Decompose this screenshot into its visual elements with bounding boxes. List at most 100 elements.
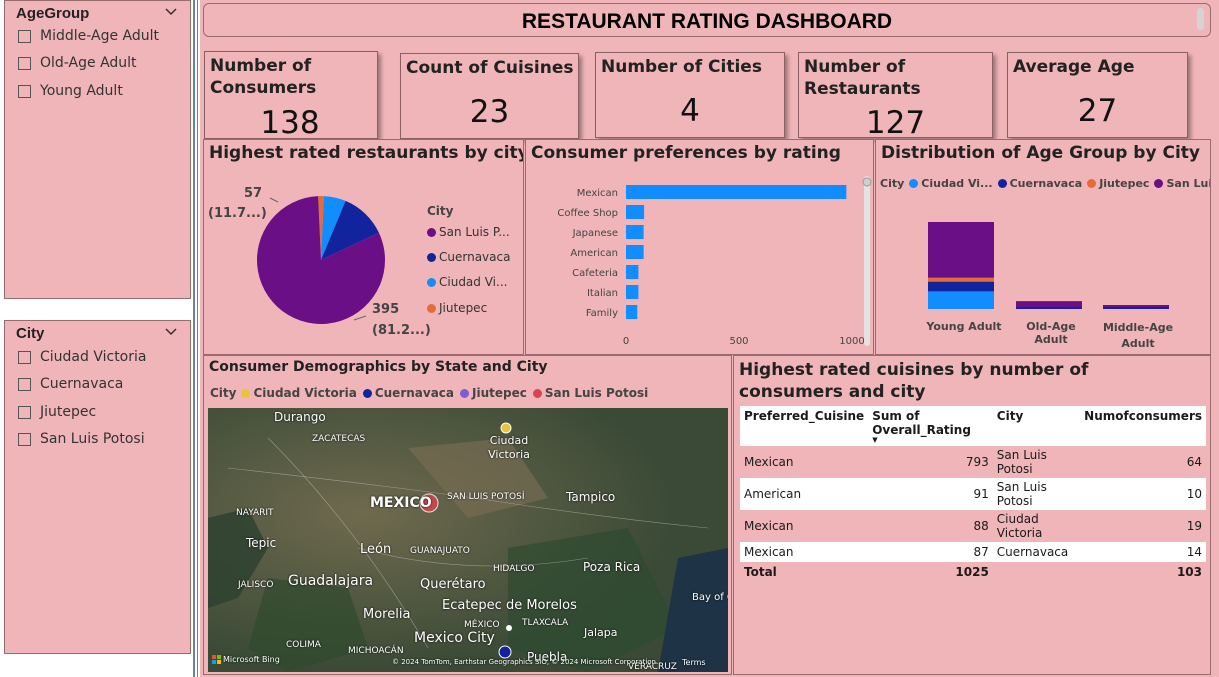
kpi-value: 127 — [865, 105, 926, 141]
divider — [197, 0, 198, 677]
bar[interactable] — [626, 225, 644, 239]
chevron-down-icon[interactable] — [164, 325, 178, 339]
column-header[interactable]: City — [992, 406, 1081, 446]
table-row[interactable]: American 91 San Luis Potosi 10 — [740, 478, 1206, 510]
legend-dot — [427, 252, 436, 262]
slicer-option-middle-age[interactable]: Middle-Age Adult — [18, 28, 159, 44]
map-marker-san-luis-potosi[interactable] — [419, 493, 439, 513]
stacked-bar-segment[interactable] — [1103, 305, 1169, 307]
legend-item-cuernavaca[interactable]: Cuernavaca — [374, 386, 455, 400]
legend-item-jiutepec[interactable]: Jiutepec — [427, 301, 487, 315]
map-label: León — [360, 542, 392, 557]
bar[interactable] — [626, 285, 639, 299]
city-slicer-title: City — [16, 325, 45, 342]
bar[interactable] — [626, 205, 645, 219]
slicer-option-young[interactable]: Young Adult — [18, 83, 123, 99]
column-header[interactable]: Numofconsumers — [1080, 406, 1206, 446]
scrollbar-thumb[interactable] — [862, 177, 872, 187]
column-header-sorted[interactable]: Sum of Overall_Rating ▼ — [868, 406, 993, 446]
bar[interactable] — [626, 265, 639, 279]
stacked-bar-segment[interactable] — [928, 281, 994, 292]
map-label: Querétaro — [420, 577, 486, 592]
stacked-bar-segment[interactable] — [1016, 307, 1082, 309]
legend-item-jiutepec[interactable]: Jiutepec — [1099, 177, 1150, 190]
stacked-bar-segment[interactable] — [928, 277, 994, 282]
kpi-cities: Number of Cities 4 — [595, 52, 785, 138]
scrollbar-track[interactable] — [864, 176, 870, 346]
legend-dot — [532, 388, 542, 398]
table-visual: Highest rated cuisines by number of cons… — [733, 355, 1211, 675]
visual-title: Highest rated cuisines by number of cons… — [739, 360, 1089, 402]
map-label: Tampico — [566, 490, 616, 504]
checkbox[interactable] — [18, 56, 31, 70]
table-row[interactable]: Mexican 88 Ciudad Victoria 19 — [740, 510, 1206, 542]
visual-title: Distribution of Age Group by City — [881, 143, 1200, 163]
checkbox[interactable] — [18, 377, 31, 391]
legend-dot — [362, 388, 372, 398]
map-label: Jalapa — [584, 626, 618, 639]
map-marker-ciudad-victoria[interactable] — [500, 422, 512, 434]
tick-label: 0 — [623, 336, 629, 347]
map-legend: City Ciudad Victoria Cuernavaca Jiutepec… — [210, 386, 648, 400]
legend-item-ciudad-victoria[interactable]: Ciudad Victoria — [253, 386, 357, 400]
pie-slice[interactable] — [257, 196, 385, 324]
bar[interactable] — [626, 245, 644, 259]
legend-item-jiutepec[interactable]: Jiutepec — [472, 386, 527, 400]
map-label: TLAXCALA — [522, 618, 569, 628]
stacked-bar-segment[interactable] — [1016, 301, 1082, 307]
map-label: NAYARIT — [236, 508, 274, 518]
kpi-restaurants: Number of Restaurants 127 — [798, 52, 993, 141]
map-terms-link[interactable]: Terms — [682, 658, 706, 667]
bar[interactable] — [626, 185, 847, 199]
map-label: Mexico City — [414, 630, 495, 646]
pie-slice[interactable] — [321, 196, 346, 260]
legend-item-ciudad-victoria[interactable]: Ciudad Vi... — [921, 177, 993, 190]
checkbox[interactable] — [18, 29, 31, 43]
pie-chart — [257, 196, 385, 324]
table-total-row: Total 1025 103 — [740, 562, 1206, 582]
kpi-value: 138 — [260, 105, 320, 141]
legend-dot — [909, 179, 919, 188]
bar-visual: Consumer preferences by rating Mexican Co… — [525, 139, 874, 355]
kpi-value: 27 — [1077, 93, 1118, 129]
legend-item-cuernavaca[interactable]: Cuernavaca — [427, 250, 510, 264]
legend-item-san-luis[interactable]: San Luis ... — [1166, 177, 1210, 190]
pie-slice[interactable] — [318, 196, 324, 260]
checkbox[interactable] — [18, 350, 31, 364]
checkbox[interactable] — [18, 432, 31, 446]
legend-item-ciudad-victoria[interactable]: Ciudad Vi... — [427, 275, 507, 289]
map-label: Durango — [274, 410, 326, 424]
stacked-bar-segment[interactable] — [928, 291, 994, 309]
stacked-bar-chart — [928, 222, 1169, 309]
leader-line — [269, 197, 279, 203]
map-label: Puebla — [527, 650, 568, 664]
scrollbar[interactable] — [1197, 8, 1204, 30]
slicer-option-old-age[interactable]: Old-Age Adult — [18, 55, 137, 71]
kpi-average-age: Average Age 27 — [1007, 52, 1188, 138]
satellite-map[interactable]: Durango ZACATECAS Ciudad Victoria MEXICO… — [208, 408, 728, 672]
slicer-option-jiutepec[interactable]: Jiutepec — [18, 404, 96, 420]
legend-item-cuernavaca[interactable]: Cuernavaca — [1009, 177, 1083, 190]
slicer-option-san-luis-potosi[interactable]: San Luis Potosi — [18, 431, 145, 447]
visual-title: Highest rated restaurants by city — [209, 143, 524, 163]
category-label-old: Old-Age Adult — [1026, 320, 1076, 346]
map-label: ZACATECAS — [312, 434, 366, 444]
checkbox[interactable] — [18, 84, 31, 98]
legend-item-san-luis[interactable]: San Luis P... — [427, 225, 510, 239]
map-label: Morelia — [363, 607, 411, 622]
legend-item-san-luis[interactable]: San Luis Potosi — [544, 386, 649, 400]
pie-slice[interactable] — [321, 200, 379, 260]
checkbox[interactable] — [18, 405, 31, 419]
bar[interactable] — [626, 305, 638, 319]
slicer-option-ciudad-victoria[interactable]: Ciudad Victoria — [18, 349, 146, 365]
table-row[interactable]: Mexican 87 Cuernavaca 14 — [740, 542, 1206, 562]
map-marker-cuernavaca[interactable] — [498, 645, 512, 659]
stacked-bar-segment[interactable] — [928, 222, 994, 278]
bar-chart: Mexican Coffee Shop Japanese American Cafete… — [557, 176, 872, 347]
chevron-down-icon[interactable] — [164, 5, 178, 19]
category-label: Japanese — [572, 228, 618, 239]
slicer-option-cuernavaca[interactable]: Cuernavaca — [18, 376, 123, 392]
table-row[interactable]: Mexican 793 San Luis Potosi 64 — [740, 446, 1206, 478]
stacked-bar-segment[interactable] — [1103, 307, 1169, 309]
column-header[interactable]: Preferred_Cuisine — [740, 406, 869, 446]
